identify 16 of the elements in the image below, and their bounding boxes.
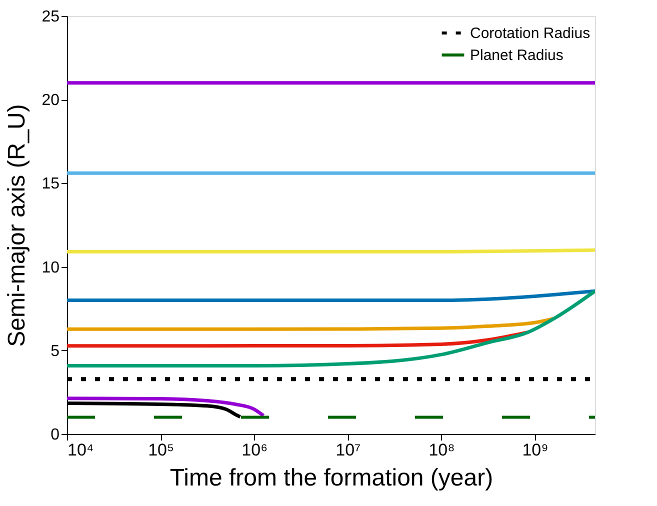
y-tick-label: 10 <box>42 259 60 276</box>
x-axis-title: Time from the formation (year) <box>170 464 494 492</box>
y-tick-label: 5 <box>50 342 60 360</box>
y-tick-label: 20 <box>42 92 60 110</box>
legend-label: Corotation Radius <box>470 25 590 42</box>
x-tick-label: 10⁸ <box>428 440 455 460</box>
x-tick-label: 10⁶ <box>242 440 268 460</box>
x-tick-label: 10⁷ <box>336 440 361 460</box>
x-tick-label: 10⁵ <box>148 440 174 460</box>
y-tick-label: 0 <box>50 426 60 444</box>
legend-label: Planet Radius <box>470 47 564 64</box>
y-tick-label: 25 <box>42 8 60 26</box>
y-tick-label: 15 <box>42 176 60 193</box>
x-tick-label: 10⁹ <box>522 440 548 460</box>
y-axis-title: Semi-major axis (R_U) <box>4 104 31 347</box>
x-tick-label: 10⁴ <box>68 440 94 460</box>
